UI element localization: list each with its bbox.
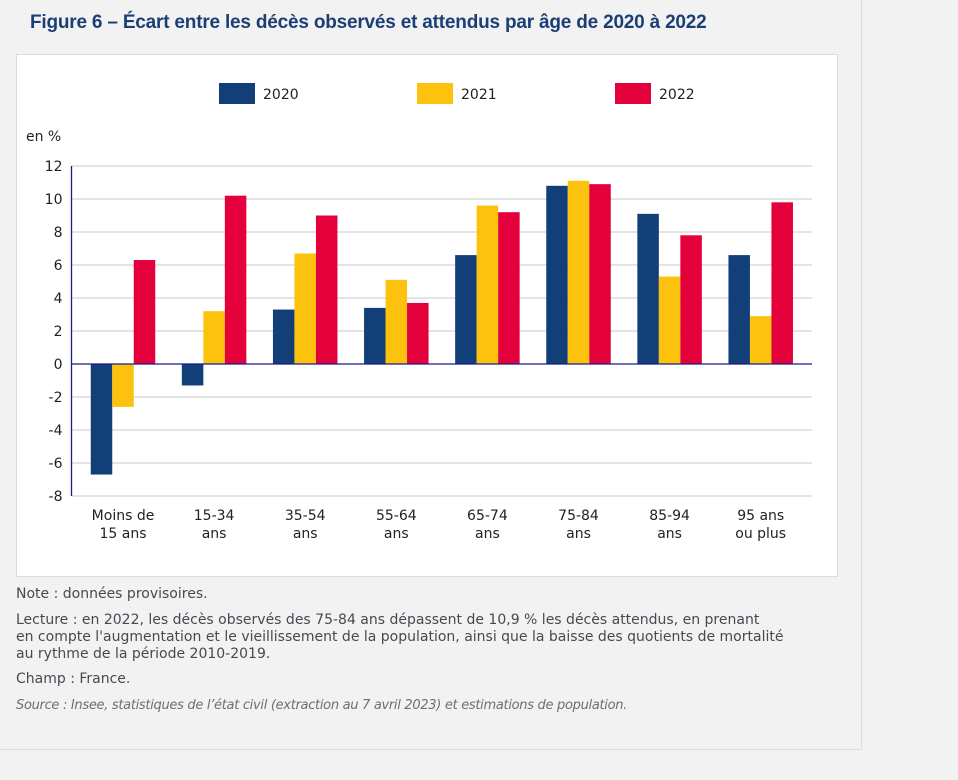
bar-2022: 2022 – 35-54 ans : 9 <box>315 215 338 364</box>
source-text: Source : Insee, statistiques de l’état c… <box>16 698 628 713</box>
lecture-line: en compte l'augmentation et le vieilliss… <box>16 629 784 645</box>
legend-label-2021: 2021 <box>461 87 497 103</box>
figure-panel: Figure 6 – Écart entre les décès observé… <box>0 0 862 750</box>
y-tick-label: 6 <box>54 258 63 274</box>
bar-2021: 2021 – 85-94 ans : 5.3 <box>658 276 681 364</box>
bar-2021: 2021 – 75-84 ans : 11.1 <box>567 180 590 364</box>
x-tick-label: 35-54 ans <box>285 508 326 542</box>
bar-2021: 2021 – 95 ans ou plus : 2.9 <box>749 316 772 364</box>
bar-2020: 2020 – 35-54 ans : 3.3 <box>272 309 295 364</box>
x-tick-labels: Moins de 15 ans 15-34 ans 35-54 ans 55-64 ans 65… <box>92 508 786 542</box>
legend-label-2022: 2022 <box>659 87 695 103</box>
y-tick-label: 4 <box>54 291 63 307</box>
gridlines <box>71 165 812 497</box>
bar-2022: 2022 – 15-34 ans : 10.2 <box>224 195 247 364</box>
bar-2022: 2022 – 95 ans ou plus : 9.8 <box>771 202 793 364</box>
legend-swatch-2021 <box>417 83 453 104</box>
y-axis-label: en % <box>26 129 61 145</box>
bar-2022: 2022 – 85-94 ans : 7.8 <box>680 235 702 364</box>
bar-2022: 2022 – Moins de 15 ans : 6.3 <box>133 260 156 364</box>
bar-2022: 2022 – 75-84 ans : 10.9 <box>589 184 611 364</box>
x-tick-label: 75-84 ans <box>558 508 599 542</box>
lecture-line: au rythme de la période 2010-2019. <box>16 646 271 662</box>
bar-2020: 2020 – 95 ans ou plus : 6.6 <box>728 255 750 364</box>
y-tick-label: -6 <box>49 456 63 472</box>
y-tick-label: -8 <box>49 489 63 505</box>
axes <box>70 166 812 496</box>
bar-2021: 2021 – 15-34 ans : 3.2 <box>203 311 225 364</box>
note-text: Note : données provisoires. <box>16 586 208 602</box>
figure-title: Figure 6 – Écart entre les décès observé… <box>30 12 707 33</box>
bar-2020: 2020 – 65-74 ans : 6.6 <box>455 255 477 364</box>
legend-swatch-2022 <box>615 83 651 104</box>
bar-2021: 2021 – 65-74 ans : 9.6 <box>476 205 499 364</box>
chart-container: 2020 2021 2022 en % 12 10 8 6 4 2 0 -2 -4 -6 -8 2020… <box>16 54 838 577</box>
x-tick-label: 55-64 ans <box>376 508 417 542</box>
x-tick-label: 95 ans ou plus <box>735 508 786 542</box>
y-tick-label: 8 <box>54 225 63 241</box>
bars: 2020 – Moins de 15 ans : -6.72021 – Moin… <box>90 180 793 475</box>
y-tick-label: -2 <box>49 390 63 406</box>
bar-chart: 2020 2021 2022 en % 12 10 8 6 4 2 0 -2 -4 -6 -8 2020… <box>26 83 812 542</box>
bar-2020: 2020 – Moins de 15 ans : -6.7 <box>90 364 113 475</box>
y-tick-labels: 12 10 8 6 4 2 0 -2 -4 -6 -8 <box>45 159 63 505</box>
bar-2022: 2022 – 65-74 ans : 9.2 <box>498 212 520 364</box>
legend-label-2020: 2020 <box>263 87 299 103</box>
legend-swatch-2020 <box>219 83 255 104</box>
bar-2021: 2021 – Moins de 15 ans : -2.6 <box>112 364 134 407</box>
bar-2020: 2020 – 55-64 ans : 3.4 <box>364 307 386 364</box>
y-tick-label: 2 <box>54 324 63 340</box>
bar-2021: 2021 – 55-64 ans : 5.1 <box>385 279 408 364</box>
legend: 2020 2021 2022 <box>219 83 695 104</box>
bar-2022: 2022 – 55-64 ans : 3.7 <box>407 302 429 364</box>
x-tick-label: Moins de 15 ans <box>92 508 155 542</box>
lecture-text: Lecture : en 2022, les décès observés de… <box>16 612 846 663</box>
y-tick-label: 10 <box>45 192 63 208</box>
x-tick-label: 15-34 ans <box>194 508 235 542</box>
lecture-line: Lecture : en 2022, les décès observés de… <box>16 612 760 628</box>
y-tick-label: 0 <box>54 357 63 373</box>
champ-text: Champ : France. <box>16 671 131 687</box>
figure-notes: Note : données provisoires. Lecture : en… <box>16 586 846 723</box>
y-tick-label: 12 <box>45 159 63 175</box>
bar-2020: 2020 – 15-34 ans : -1.3 <box>181 364 204 386</box>
x-tick-label: 85-94 ans <box>649 508 690 542</box>
x-tick-label: 65-74 ans <box>467 508 508 542</box>
bar-2021: 2021 – 35-54 ans : 6.7 <box>294 253 316 364</box>
bar-2020: 2020 – 85-94 ans : 9.1 <box>637 213 659 364</box>
bar-2020: 2020 – 75-84 ans : 10.8 <box>546 185 568 364</box>
y-tick-label: -4 <box>49 423 63 439</box>
